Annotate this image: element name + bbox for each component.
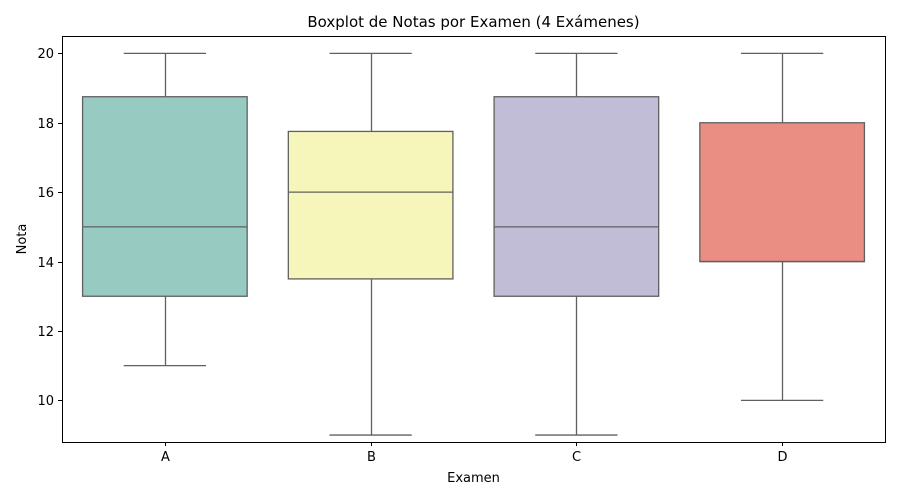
x-tick-label-d: D (777, 450, 787, 465)
y-tick-label: 10 (37, 394, 54, 409)
plot-area-frame (62, 36, 886, 443)
chart-title: Boxplot de Notas por Examen (4 Exámenes) (307, 13, 639, 31)
y-axis-label: Nota (15, 224, 30, 255)
y-tick-label: 16 (37, 186, 54, 201)
box-b (287, 52, 454, 436)
iqr-box (287, 130, 454, 280)
x-tick-label-b: B (367, 450, 376, 465)
y-tick-label: 12 (37, 325, 54, 340)
y-axis: 10 12 14 16 18 20 (37, 47, 62, 409)
x-axis: A B C D (161, 442, 788, 465)
box-a (81, 52, 248, 367)
iqr-box (81, 96, 248, 297)
x-axis-label: Examen (447, 471, 500, 486)
iqr-box (493, 96, 660, 297)
boxes-layer (81, 52, 866, 436)
y-tick-label: 20 (37, 47, 54, 62)
box-c (493, 52, 660, 436)
x-tick-label-c: C (572, 450, 581, 465)
y-tick-label: 18 (37, 117, 54, 132)
iqr-box (699, 122, 866, 263)
box-d (699, 52, 866, 402)
x-tick-label-a: A (161, 450, 170, 465)
y-tick-label: 14 (37, 256, 54, 271)
